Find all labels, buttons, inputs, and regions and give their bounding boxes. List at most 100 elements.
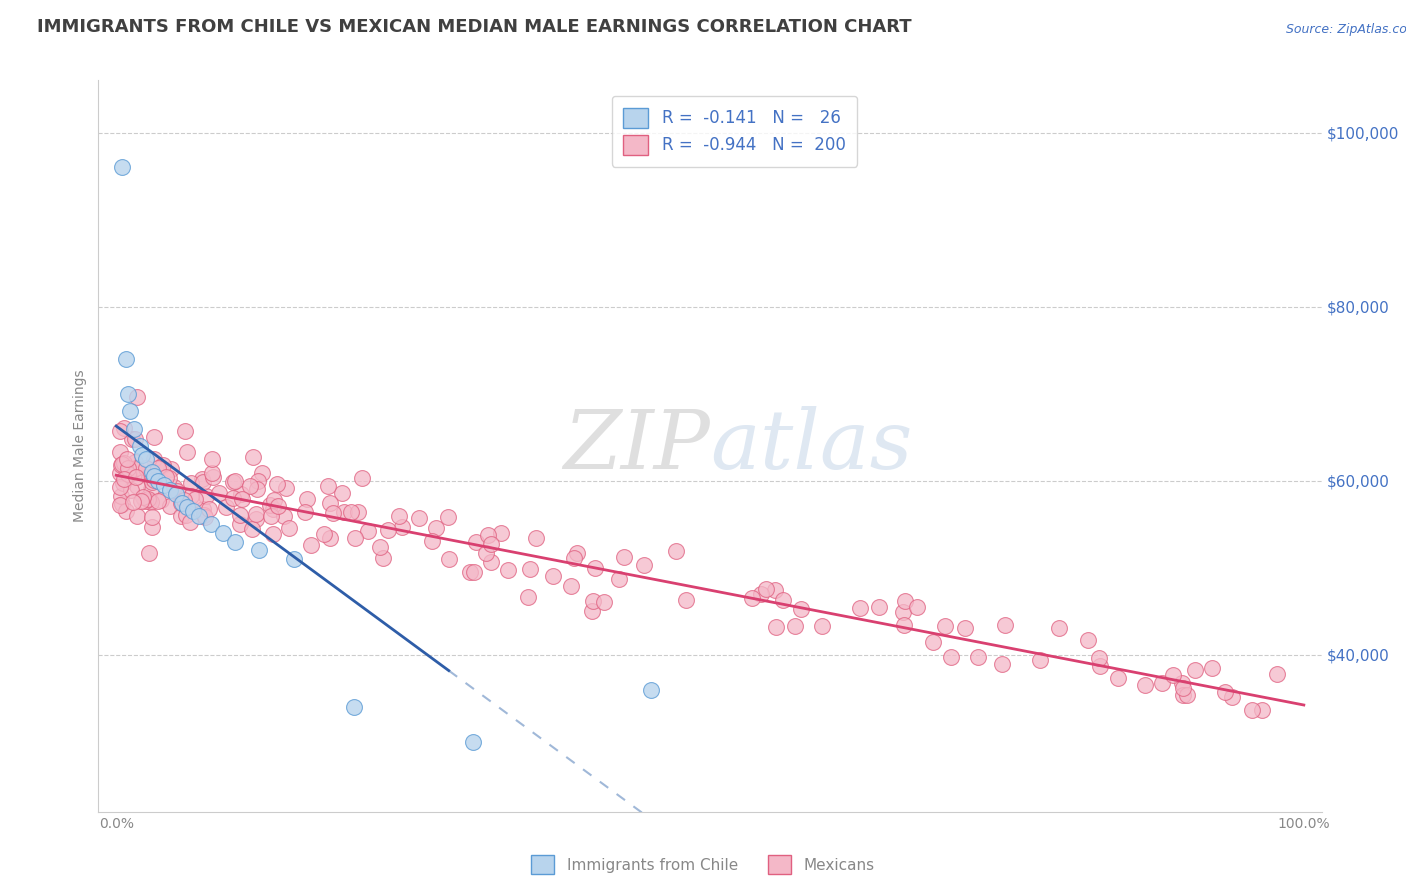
Point — [191, 475, 214, 489]
Point — [170, 496, 193, 510]
Point — [848, 601, 870, 615]
Point — [112, 472, 135, 486]
Point — [231, 487, 253, 501]
Point — [135, 461, 157, 475]
Point — [198, 501, 221, 516]
Point — [891, 605, 914, 619]
Point — [868, 600, 890, 615]
Point — [377, 523, 399, 537]
Point — [489, 525, 512, 540]
Point — [117, 467, 139, 482]
Point — [125, 390, 148, 404]
Point — [1152, 676, 1174, 690]
Point — [1133, 678, 1156, 692]
Point — [519, 562, 541, 576]
Point — [343, 700, 366, 714]
Point — [138, 493, 160, 508]
Point — [994, 618, 1017, 632]
Point — [245, 512, 267, 526]
Point — [593, 595, 616, 609]
Legend: R =  -0.141   N =   26, R =  -0.944   N =  200: R = -0.141 N = 26, R = -0.944 N = 200 — [612, 96, 858, 167]
Point — [420, 533, 443, 548]
Point — [121, 462, 143, 476]
Point — [224, 534, 246, 549]
Point — [212, 526, 235, 541]
Text: IMMIGRANTS FROM CHILE VS MEXICAN MEDIAN MALE EARNINGS CORRELATION CHART: IMMIGRANTS FROM CHILE VS MEXICAN MEDIAN … — [38, 19, 912, 37]
Point — [176, 444, 198, 458]
Point — [475, 546, 498, 560]
Point — [278, 521, 301, 535]
Point — [136, 492, 159, 507]
Point — [266, 477, 288, 491]
Point — [111, 475, 134, 490]
Point — [921, 635, 943, 649]
Point — [332, 486, 354, 500]
Point — [142, 473, 165, 487]
Point — [141, 520, 163, 534]
Point — [208, 486, 231, 500]
Text: ZIP: ZIP — [564, 406, 710, 486]
Point — [117, 467, 139, 481]
Point — [131, 448, 153, 462]
Point — [294, 505, 316, 519]
Point — [437, 552, 460, 566]
Point — [149, 459, 172, 474]
Point — [560, 579, 582, 593]
Point — [112, 420, 135, 434]
Point — [146, 474, 169, 488]
Point — [132, 490, 155, 504]
Point — [357, 524, 380, 538]
Point — [222, 491, 245, 505]
Point — [143, 469, 166, 483]
Point — [139, 494, 162, 508]
Point — [122, 462, 145, 476]
Point — [541, 569, 564, 583]
Point — [127, 479, 149, 493]
Point — [967, 650, 990, 665]
Point — [201, 466, 224, 480]
Point — [229, 508, 252, 522]
Point — [247, 543, 270, 558]
Point — [163, 480, 186, 494]
Point — [108, 480, 131, 494]
Point — [141, 465, 163, 479]
Point — [114, 460, 136, 475]
Point — [165, 487, 187, 501]
Point — [1251, 703, 1274, 717]
Point — [1220, 690, 1243, 704]
Point — [108, 445, 131, 459]
Point — [111, 457, 134, 471]
Point — [585, 561, 607, 575]
Point — [252, 467, 274, 481]
Point — [1047, 621, 1070, 635]
Point — [312, 527, 335, 541]
Point — [128, 465, 150, 479]
Point — [1241, 703, 1264, 717]
Point — [108, 498, 131, 512]
Point — [114, 351, 136, 366]
Point — [755, 582, 778, 596]
Point — [159, 500, 181, 514]
Point — [1171, 676, 1194, 690]
Point — [229, 516, 252, 531]
Point — [242, 450, 264, 465]
Point — [245, 507, 267, 521]
Point — [188, 508, 211, 523]
Point — [783, 619, 806, 633]
Point — [371, 551, 394, 566]
Point — [201, 469, 224, 483]
Point — [139, 482, 162, 496]
Point — [283, 552, 305, 566]
Point — [115, 504, 138, 518]
Point — [142, 452, 165, 467]
Point — [267, 499, 290, 513]
Point — [125, 470, 148, 484]
Point — [893, 617, 915, 632]
Point — [240, 522, 263, 536]
Point — [340, 505, 363, 519]
Point — [463, 566, 485, 580]
Point — [166, 483, 188, 498]
Point — [319, 532, 342, 546]
Point — [120, 465, 142, 479]
Point — [117, 386, 139, 401]
